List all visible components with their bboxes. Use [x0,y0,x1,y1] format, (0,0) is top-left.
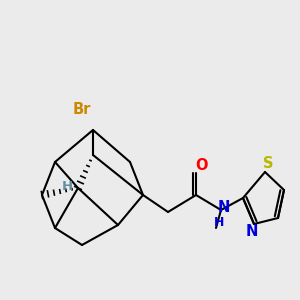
Text: N: N [218,200,230,214]
Text: H: H [214,215,224,229]
Text: O: O [195,158,207,172]
Text: H: H [61,179,73,193]
Text: S: S [263,157,273,172]
Text: Br: Br [73,103,91,118]
Text: N: N [246,224,258,239]
